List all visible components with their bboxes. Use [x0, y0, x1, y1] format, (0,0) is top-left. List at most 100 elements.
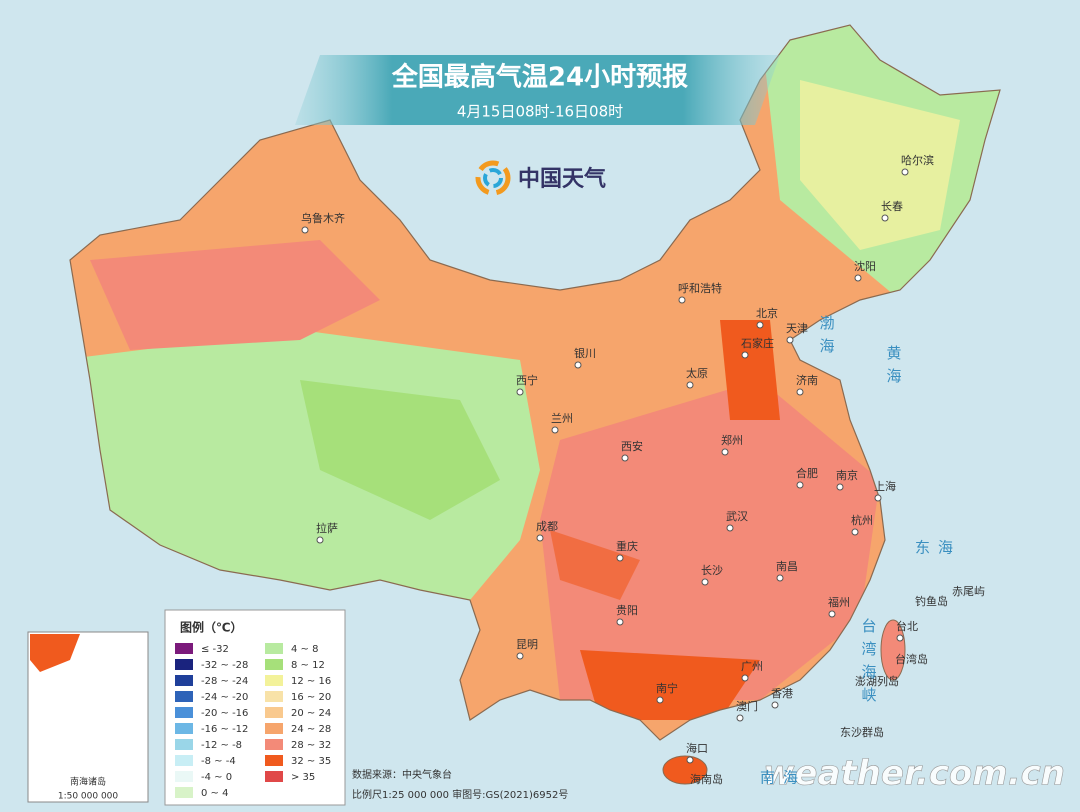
city-dot: [896, 634, 904, 642]
city-dot: [741, 351, 749, 359]
title: 全国最高气温24小时预报: [391, 62, 688, 93]
city-label: 香港: [771, 687, 793, 700]
brand: 中国天气: [518, 166, 606, 192]
legend-swatch: [265, 691, 283, 702]
city-label: 银川: [574, 346, 596, 360]
city-dot: [854, 274, 862, 282]
legend-label: 16 ~ 20: [291, 692, 331, 703]
legend-title: 图例（℃）: [180, 620, 243, 635]
island-label: 海南岛: [690, 772, 723, 786]
inset-label: 南海诸岛: [70, 776, 106, 788]
city-label: 成都: [536, 520, 558, 533]
legend-swatch: [175, 675, 193, 686]
city-dot: [851, 528, 859, 536]
south-sea-inset: 南海诸岛 1:50 000 000: [27, 631, 149, 803]
city-label: 武汉: [726, 510, 748, 523]
legend-swatch: [175, 771, 193, 782]
legend-swatch: [175, 643, 193, 654]
city-dot: [516, 388, 524, 396]
legend-swatch: [175, 739, 193, 750]
city-dot: [686, 381, 694, 389]
city-dot: [901, 168, 909, 176]
city-dot: [726, 524, 734, 532]
city-dot: [316, 536, 324, 544]
city-dot: [796, 481, 804, 489]
legend-label: -32 ~ -28: [201, 660, 248, 671]
legend-label: 4 ~ 8: [291, 644, 318, 655]
island-label: 赤尾屿: [952, 585, 985, 598]
city-dot: [874, 494, 882, 502]
city-label: 昆明: [516, 638, 538, 651]
legend-swatch: [265, 723, 283, 734]
city-label: 南宁: [656, 681, 678, 695]
city-label: 杭州: [851, 513, 873, 527]
city-label: 海口: [686, 741, 708, 755]
brand-logo: [475, 160, 511, 196]
city-label: 南京: [836, 468, 858, 482]
legend-label: -4 ~ 0: [201, 772, 232, 783]
legend-swatch: [175, 707, 193, 718]
source: 数据来源：中央气象台: [352, 768, 452, 781]
city-label: 重庆: [616, 539, 638, 553]
legend-swatch: [265, 675, 283, 686]
legend-label: -24 ~ -20: [201, 692, 248, 703]
city-dot: [771, 701, 779, 709]
subtitle: 4月15日08时-16日08时: [457, 103, 623, 121]
legend-label: -16 ~ -12: [201, 724, 248, 735]
legend-swatch: [175, 723, 193, 734]
city-label: 澳门: [736, 699, 758, 713]
city-label: 长春: [881, 200, 903, 213]
city-label: 长沙: [701, 564, 723, 577]
city-dot: [741, 674, 749, 682]
legend-label: 28 ~ 32: [291, 740, 331, 751]
hainan: [662, 755, 708, 785]
city-label: 太原: [686, 367, 708, 380]
city-label: 贵阳: [616, 604, 638, 617]
legend-label: 12 ~ 16: [291, 676, 331, 687]
city-label: 乌鲁木齐: [301, 211, 345, 225]
sea-label: 东海: [915, 539, 961, 557]
city-dot: [881, 214, 889, 222]
city-label: 南昌: [776, 560, 798, 573]
legend-swatch: [175, 659, 193, 670]
inset-scale: 1:50 000 000: [58, 792, 119, 802]
legend-label: 0 ~ 4: [201, 788, 228, 799]
city-dot: [551, 426, 559, 434]
legend-swatch: [265, 659, 283, 670]
city-label: 合肥: [796, 466, 818, 480]
city-label: 西安: [621, 439, 643, 453]
city-label: 拉萨: [316, 521, 338, 535]
city-label: 西宁: [516, 373, 538, 387]
legend-swatch: [265, 755, 283, 766]
legend-label: 8 ~ 12: [291, 660, 325, 671]
legend-swatch: [175, 755, 193, 766]
city-label: 沈阳: [854, 259, 876, 273]
city-dot: [616, 554, 624, 562]
city-label: 郑州: [721, 433, 743, 447]
scale: 比例尺1:25 000 000 审图号:GS(2021)6952号: [352, 788, 568, 801]
city-label: 兰州: [551, 412, 573, 425]
legend-label: 20 ~ 24: [291, 708, 331, 719]
city-label: 上海: [874, 479, 896, 493]
legend-label: -20 ~ -16: [201, 708, 248, 719]
city-dot: [786, 336, 794, 344]
title-banner: [295, 55, 780, 125]
city-dot: [574, 361, 582, 369]
city-dot: [828, 610, 836, 618]
legend-swatch: [265, 771, 283, 782]
legend-label: -8 ~ -4: [201, 756, 236, 767]
island-label: 台湾岛: [895, 652, 928, 666]
city-dot: [836, 483, 844, 491]
city-dot: [516, 652, 524, 660]
city-dot: [536, 534, 544, 542]
city-dot: [701, 578, 709, 586]
city-label: 广州: [741, 660, 763, 673]
sea-label: 渤海: [818, 315, 836, 361]
city-dot: [721, 448, 729, 456]
legend-label: 24 ~ 28: [291, 724, 331, 735]
legend-label: -12 ~ -8: [201, 740, 242, 751]
legend-label: -28 ~ -24: [201, 676, 248, 687]
sea-label: 黄海: [885, 345, 903, 391]
city-label: 哈尔滨: [901, 153, 934, 167]
